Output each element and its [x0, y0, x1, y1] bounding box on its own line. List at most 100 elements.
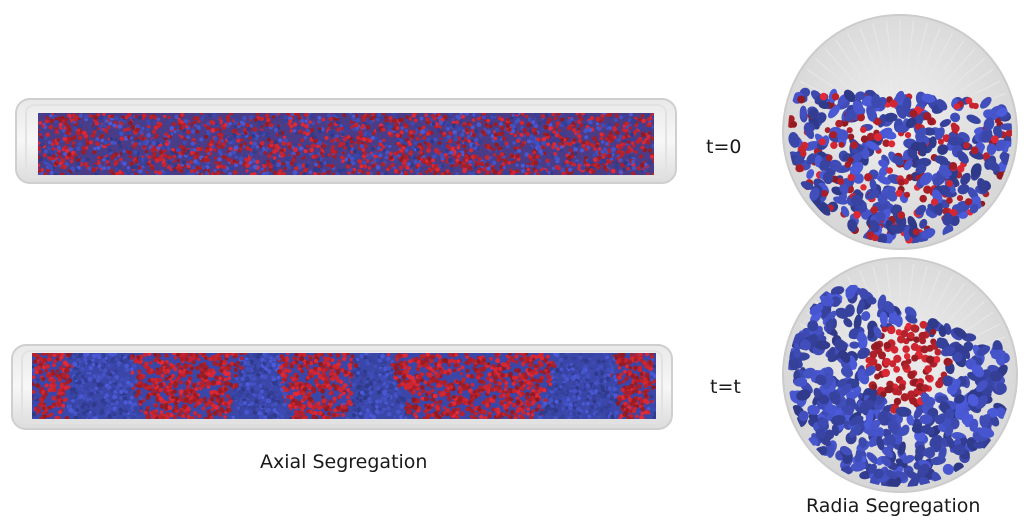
red-particle — [527, 170, 532, 175]
blue-particle — [452, 130, 458, 135]
blue-particle — [511, 124, 516, 129]
red-particle — [557, 128, 561, 133]
blue-particle — [133, 150, 138, 155]
blue-particle — [252, 150, 257, 155]
blue-particle — [112, 123, 117, 128]
blue-particle — [652, 415, 656, 419]
blue-particle — [346, 161, 351, 166]
red-particle — [637, 365, 643, 370]
blue-particle — [251, 134, 256, 139]
blue-particle — [384, 121, 389, 126]
blue-particle — [578, 379, 583, 384]
red-particle — [127, 113, 132, 118]
red-particle — [342, 145, 348, 150]
red-particle — [597, 147, 602, 151]
red-particle — [442, 379, 447, 385]
red-particle — [319, 353, 323, 356]
red-particle — [431, 389, 435, 393]
red-particle — [430, 398, 434, 402]
red-particle — [217, 132, 221, 137]
red-particle — [163, 114, 167, 118]
blue-particle — [108, 121, 113, 126]
blue-particle — [234, 155, 238, 159]
red-particle — [362, 114, 367, 119]
blue-particle — [252, 141, 257, 146]
red-particle — [509, 168, 513, 172]
red-particle — [192, 120, 197, 125]
red-particle — [645, 353, 649, 357]
blue-particle — [53, 172, 58, 175]
red-particle — [455, 415, 460, 419]
red-particle — [229, 361, 234, 366]
red-particle — [634, 150, 638, 154]
red-particle — [492, 169, 498, 175]
blue-particle — [592, 153, 596, 157]
red-particle — [162, 158, 166, 163]
red-particle — [405, 115, 409, 119]
red-particle — [171, 373, 176, 378]
blue-particle — [108, 148, 112, 153]
blue-particle — [348, 113, 353, 115]
red-particle — [69, 159, 74, 164]
red-particle — [154, 158, 160, 163]
blue-particle — [141, 165, 145, 169]
blue-particle — [223, 135, 227, 139]
blue-particle — [592, 394, 597, 399]
red-particle — [214, 161, 218, 165]
red-particle — [60, 353, 65, 356]
blue-particle — [464, 113, 469, 116]
red-particle — [451, 120, 456, 125]
red-particle — [552, 130, 557, 135]
red-particle — [180, 120, 184, 124]
red-particle — [57, 116, 62, 122]
blue-particle — [573, 151, 578, 156]
red-particle — [535, 383, 540, 387]
blue-particle — [403, 141, 408, 146]
blue-particle — [213, 169, 217, 173]
red-particle — [443, 114, 448, 120]
blue-particle — [325, 159, 331, 165]
red-particle — [496, 154, 502, 160]
red-particle — [365, 137, 369, 141]
blue-particle — [622, 114, 627, 118]
blue-particle — [439, 143, 445, 149]
red-particle — [227, 376, 232, 381]
red-particle — [369, 117, 374, 121]
red-particle — [88, 140, 94, 145]
blue-particle — [146, 132, 152, 138]
blue-particle — [455, 172, 459, 175]
blue-particle — [156, 117, 161, 121]
red-particle — [389, 156, 394, 160]
red-particle — [455, 120, 460, 125]
blue-particle — [186, 135, 191, 140]
red-particle — [450, 146, 455, 151]
red-particle — [327, 153, 331, 157]
blue-particle — [572, 406, 577, 410]
blue-particle — [612, 160, 617, 165]
red-particle — [294, 381, 299, 386]
blue-particle — [271, 362, 277, 368]
red-particle — [578, 138, 582, 143]
blue-particle — [72, 353, 76, 356]
blue-particle — [266, 394, 271, 399]
blue-particle — [78, 113, 83, 118]
blue-particle — [531, 120, 536, 125]
blue-particle — [206, 121, 211, 126]
red-particle — [617, 366, 622, 370]
red-particle — [587, 142, 592, 146]
blue-particle — [275, 383, 279, 388]
red-particle — [423, 380, 428, 385]
blue-particle — [240, 377, 245, 381]
red-particle — [282, 135, 287, 140]
red-particle — [625, 149, 631, 155]
red-particle — [115, 171, 120, 175]
red-particle — [510, 172, 514, 175]
red-particle — [445, 155, 449, 160]
red-particle — [500, 117, 504, 122]
red-particle — [51, 154, 56, 158]
red-particle — [350, 144, 354, 148]
red-particle — [158, 369, 163, 375]
red-particle — [173, 356, 178, 360]
blue-particle — [280, 164, 285, 169]
blue-particle — [78, 124, 83, 128]
